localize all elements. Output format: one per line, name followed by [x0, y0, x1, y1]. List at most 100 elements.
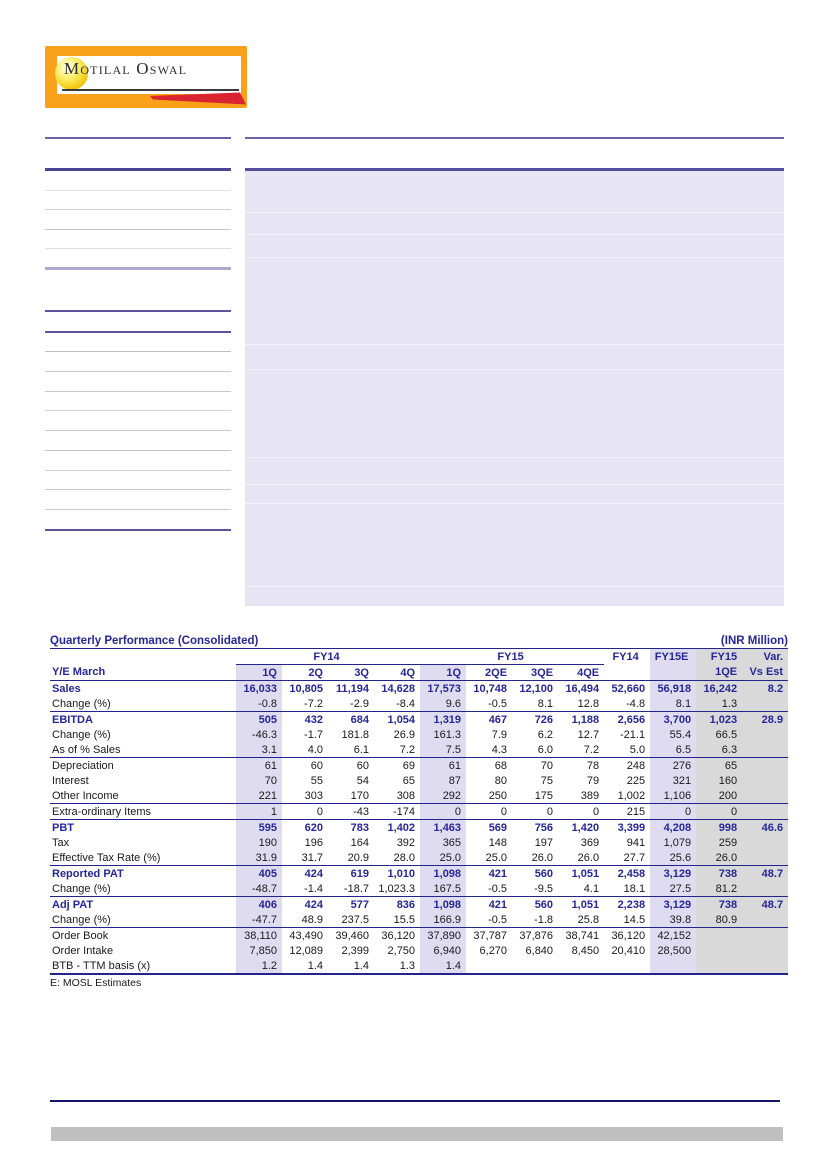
- table-title: Quarterly Performance (Consolidated): [50, 635, 259, 647]
- row-label: Change (%): [52, 728, 111, 741]
- value-cell: -2.9: [328, 696, 374, 712]
- value-cell: 26.9: [393, 728, 416, 741]
- value-cell: -48.7: [236, 881, 282, 897]
- value-cell: 7.9: [491, 728, 508, 741]
- value-cell: 215: [604, 803, 651, 820]
- value-cell: 16,033: [236, 680, 282, 696]
- panel-fill: [245, 171, 784, 606]
- logo-underline: [62, 89, 239, 91]
- value-cell: 221: [236, 788, 282, 804]
- table-row: Sales 16,033 10,805 11,194 14,628 17,573 10,74…: [50, 680, 789, 696]
- value-cell: 0: [696, 803, 743, 820]
- divider-rule: [45, 470, 231, 471]
- value-cell: [742, 927, 789, 943]
- value-cell: 16,242: [696, 680, 743, 696]
- row-label: Tax: [52, 836, 70, 849]
- divider-rule: [245, 137, 784, 139]
- value-cell: 26.0: [696, 850, 743, 866]
- value-cell: 1,463: [420, 819, 467, 835]
- table-row: Change (%) -48.7 -1.4 -18.7 1,023.3 167.5 -0.5…: [50, 881, 789, 897]
- value-cell: 560: [534, 867, 554, 880]
- value-cell: 1,023: [696, 711, 743, 727]
- table-row: Depreciation 61 60 60 69 61 68 70 78 248 276 65: [50, 757, 789, 773]
- divider-rule: [45, 267, 231, 270]
- annual-header-label: Var.: [742, 649, 789, 665]
- annual-header-label: FY15: [696, 649, 743, 665]
- divider-rule: [45, 391, 231, 392]
- value-cell: -47.7: [236, 912, 282, 928]
- value-cell: 1,319: [420, 711, 467, 727]
- value-cell: 1,098: [420, 896, 467, 912]
- value-cell: 7.5: [420, 742, 467, 758]
- row-label: Adj PAT: [52, 898, 94, 911]
- value-cell: -1.7: [304, 728, 323, 741]
- divider-rule: [45, 229, 231, 230]
- value-cell: 1.3: [696, 696, 743, 712]
- value-cell: 292: [420, 788, 467, 804]
- value-cell: 2,656: [617, 713, 646, 726]
- value-cell: 26.0: [512, 850, 559, 866]
- value-cell: [742, 757, 789, 773]
- value-cell: 55.4: [650, 727, 697, 742]
- table-row: As of % Sales 3.1 4.0 6.1 7.2 7.5 4.3 6.0 7.2 5.0…: [50, 742, 789, 758]
- value-cell: 42,152: [650, 927, 697, 943]
- value-cell: 12,089: [289, 944, 323, 957]
- quarter-header-label: 1Q: [420, 664, 467, 681]
- divider-rule: [45, 529, 231, 531]
- value-cell: 620: [304, 821, 323, 834]
- value-cell: [696, 958, 743, 975]
- value-cell: 6.5: [650, 742, 697, 758]
- value-cell: 560: [534, 898, 554, 911]
- row-label: Change (%): [50, 881, 236, 897]
- quarter-header-label: 4QE: [558, 664, 605, 681]
- table-row: Other Income 221 303 170 308 292 250 175 389 1,00…: [50, 788, 789, 804]
- value-cell: 66.5: [696, 727, 743, 742]
- value-cell: 783: [350, 821, 369, 834]
- value-cell: 8.2: [742, 680, 789, 696]
- divider-rule: [45, 509, 231, 510]
- value-cell: 17,573: [420, 680, 467, 696]
- value-cell: 20.9: [328, 850, 374, 866]
- value-cell: -18.7: [328, 881, 374, 897]
- value-cell: 1,054: [387, 713, 416, 726]
- value-cell: 1.3: [374, 958, 421, 975]
- value-cell: 28.9: [742, 711, 789, 727]
- quarter-header-label: 1Q: [236, 664, 282, 681]
- value-cell: 308: [374, 788, 421, 804]
- logo-brand-text: Motilal Oswal: [64, 59, 188, 78]
- value-cell: 166.9: [420, 912, 467, 928]
- value-cell: [742, 881, 789, 897]
- table-row: Change (%) -47.7 48.9 237.5 15.5 166.9 -0.5 -1.…: [50, 912, 789, 928]
- value-cell: 577: [350, 898, 369, 911]
- value-cell: [742, 803, 789, 820]
- value-cell: 1,188: [571, 713, 600, 726]
- value-cell: 36,120: [611, 929, 646, 942]
- value-cell: 164: [350, 836, 369, 849]
- value-cell: 6.2: [537, 728, 554, 741]
- value-cell: 276: [650, 757, 697, 773]
- value-cell: 61: [420, 757, 467, 773]
- fiscal-year-group-label: FY14: [236, 649, 421, 665]
- value-cell: [742, 696, 789, 712]
- value-cell: 1,106: [650, 788, 697, 804]
- value-cell: 200: [696, 788, 743, 804]
- row-label: Depreciation: [52, 759, 114, 772]
- value-cell: 25.6: [650, 850, 697, 866]
- value-cell: 69: [402, 759, 416, 772]
- value-cell: 225: [626, 774, 646, 787]
- value-cell: -46.3: [236, 727, 282, 742]
- value-cell: -9.5: [512, 881, 559, 897]
- value-cell: 1,023.3: [374, 881, 421, 897]
- value-cell: 2,458: [617, 867, 646, 880]
- value-cell: -0.5: [466, 912, 513, 928]
- value-cell: [742, 773, 789, 788]
- value-cell: 432: [304, 713, 323, 726]
- value-cell: 25.0: [466, 850, 513, 866]
- table-footnote: E: MOSL Estimates: [50, 977, 142, 989]
- value-cell: 31.9: [236, 850, 282, 866]
- row-label: Interest: [52, 774, 89, 787]
- value-cell: 1,098: [420, 865, 467, 881]
- value-cell: 684: [350, 713, 369, 726]
- lavender-panel-block: [245, 168, 784, 606]
- value-cell: 836: [396, 898, 416, 911]
